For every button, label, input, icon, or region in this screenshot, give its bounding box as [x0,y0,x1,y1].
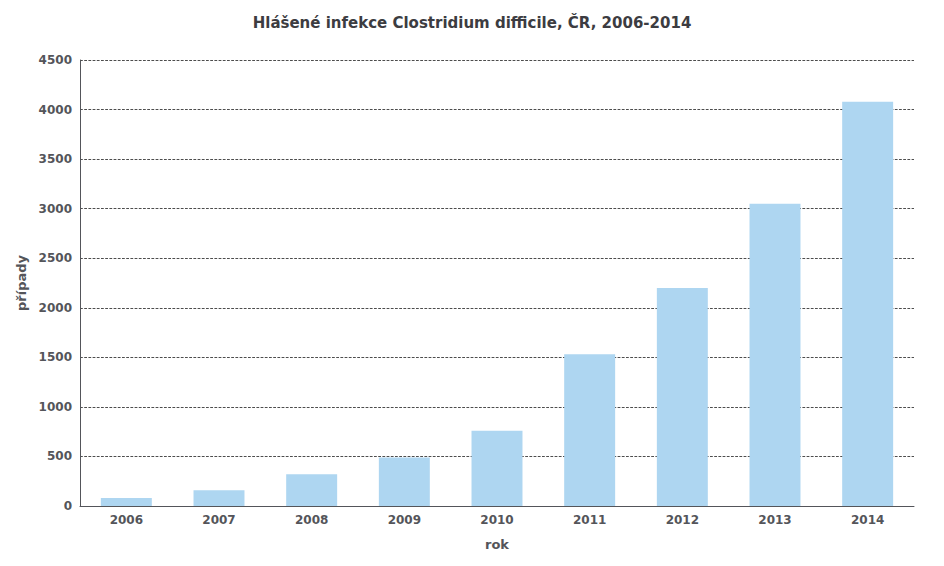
svg-text:1500: 1500 [39,350,72,364]
svg-text:3000: 3000 [39,202,72,216]
svg-text:2013: 2013 [758,513,791,527]
svg-text:2000: 2000 [39,301,72,315]
svg-text:2009: 2009 [388,513,421,527]
svg-text:rok: rok [485,537,509,552]
svg-text:2010: 2010 [480,513,513,527]
svg-text:2012: 2012 [666,513,699,527]
svg-text:2011: 2011 [573,513,606,527]
svg-text:2008: 2008 [295,513,328,527]
svg-text:2500: 2500 [39,251,72,265]
svg-text:0: 0 [64,499,72,513]
svg-text:500: 500 [47,449,72,463]
svg-text:2006: 2006 [110,513,143,527]
svg-text:2014: 2014 [851,513,884,527]
svg-text:1000: 1000 [39,400,72,414]
svg-text:4000: 4000 [39,103,72,117]
svg-text:3500: 3500 [39,152,72,166]
svg-text:2007: 2007 [202,513,235,527]
svg-text:4500: 4500 [39,53,72,67]
svg-text:Hlášené infekce Clostridium di: Hlášené infekce Clostridium difficile, Č… [253,13,692,32]
svg-text:případy: případy [14,254,29,311]
